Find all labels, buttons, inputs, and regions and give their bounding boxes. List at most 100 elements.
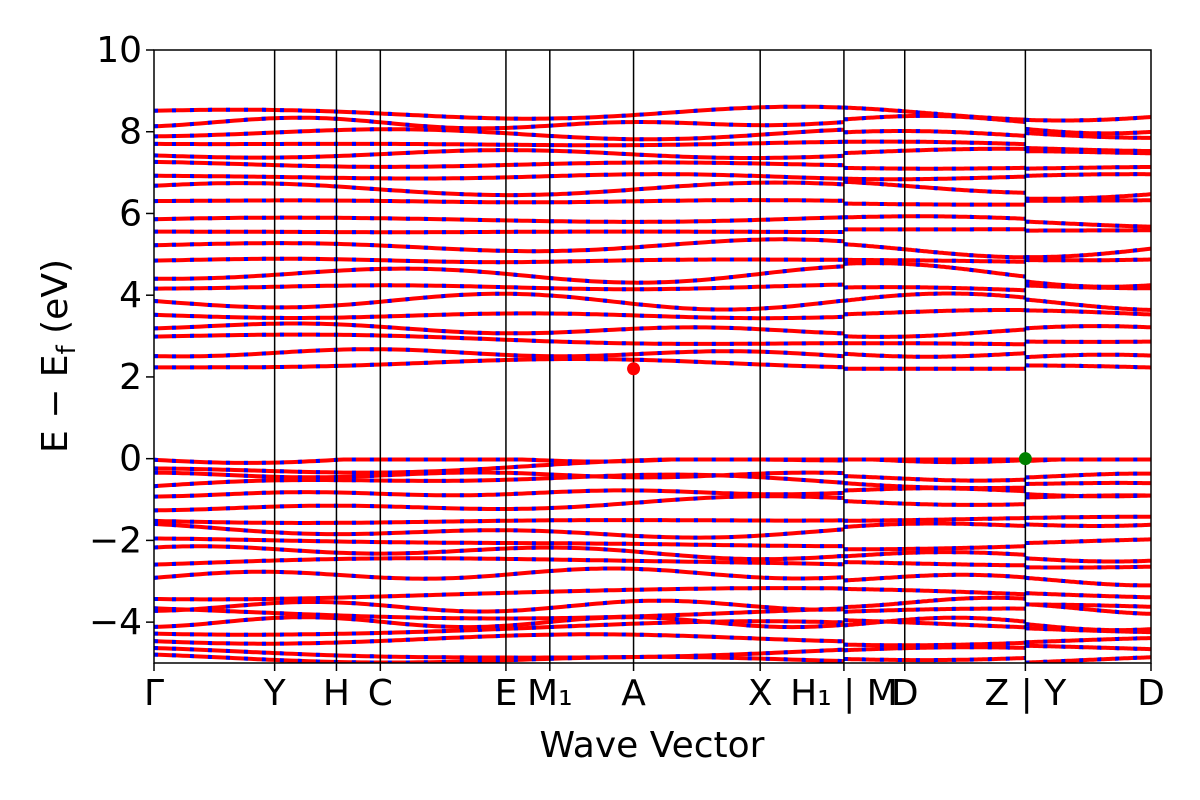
band-line-spin-down [154,632,844,646]
plot-frame [153,49,1152,664]
x-tick-label: D [1137,673,1165,714]
x-tick-label: Γ [144,673,164,714]
band-line-spin-down [1025,591,1151,600]
band-line-spin-down [1025,602,1151,616]
band-line-spin-down [154,544,845,562]
band-line-spin-down [154,646,844,660]
band-line-spin-down [843,165,1026,171]
x-axis-title: Wave Vector [540,725,765,766]
band-line-spin-down [154,180,845,198]
band-line-spin-down [843,499,1026,507]
band-line-spin-down [843,550,1026,559]
band-line-spin-down [1025,149,1151,156]
band-line-spin-down [1025,626,1151,635]
band-line-spin-down [1025,537,1151,546]
band-line-spin-down [1025,622,1151,633]
band-line-spin-down [843,587,1026,597]
y-tick-label: −4 [89,602,142,643]
band-line-spin-down [843,351,1026,359]
x-tick-label: M₁ [527,673,573,714]
band-line-spin-down [843,139,1026,147]
band-line-spin-down [154,457,844,475]
x-tick-label: Y [263,673,287,714]
cbm-marker [627,362,641,376]
band-line-spin-down [154,488,844,499]
band-line-spin-down [154,615,845,630]
band-line-spin-down [154,521,845,540]
band-line-spin-down [154,172,844,181]
band-line-spin-down [1025,492,1151,499]
band-line-spin-down [843,129,1026,138]
band-line-spin-down [843,285,1026,293]
band-line-spin-down [843,146,1026,156]
x-tick-label: D [891,673,919,714]
y-axis-title-sub: f [52,344,82,354]
band-line-spin-down [843,174,1026,182]
band-line-spin-down [1025,115,1151,123]
band-line-spin-down [843,521,1026,529]
x-tick-label: H [323,673,350,714]
band-line-spin-down [1025,480,1151,486]
band-line-spin-down [154,104,844,121]
band-line-spin-down [843,618,1026,630]
y-axis-title-main: E − E [35,354,76,453]
band-line-spin-down [1025,324,1151,331]
band-line-spin-down [1025,131,1151,140]
y-tick-label: 8 [119,112,142,153]
band-line-spin-down [154,556,844,567]
band-line-spin-down [843,645,1026,653]
band-line-spin-down [154,115,845,131]
band-line-spin-down [154,229,844,235]
band-line-spin-down [1025,146,1151,154]
band-line-spin-down [154,536,844,549]
band-line-spin-down [1025,575,1151,588]
y-tick-label: 0 [119,439,142,480]
band-line-spin-down [843,179,1026,195]
band-line-spin-down [154,470,844,480]
band-line-spin-down [843,640,1026,648]
band-line-spin-down [1025,352,1151,360]
y-axis-ticks: −4 −2 0 2 4 6 8 10 [89,30,154,643]
y-tick-label: −2 [89,520,142,561]
band-line-spin-down [1025,564,1151,570]
band-line-spin-down [1025,522,1151,528]
band-line-spin-down [1025,165,1151,171]
band-line-spin-down [843,105,1026,122]
band-line-spin-down [154,332,844,346]
band-line-spin-down [843,474,1026,483]
band-line-spin-down [154,566,844,581]
band-line-spin-down [843,341,1026,347]
band-line-spin-down [1025,283,1151,291]
band-line-spin-down [154,148,845,160]
band-line-spin-down [843,327,1026,339]
band-line-spin-down [154,606,844,621]
band-line-spin-down [154,652,844,663]
band-line-spin-down [154,518,844,525]
band-line-spin-down [843,560,1026,568]
band-line-spin-down [154,321,844,336]
band-line-spin-down [1025,556,1151,564]
band-line-spin-down [1025,636,1151,645]
band-line-spin-down [154,347,845,359]
band-line-spin-down [154,127,844,142]
x-tick-label: E [495,673,518,714]
bands-group [154,104,1151,663]
x-tick-label: Z | Y [985,673,1068,714]
band-line-spin-down [1025,126,1151,136]
band-line-spin-down [843,481,1026,491]
band-line-spin-down [154,159,844,169]
x-tick-label: X [748,673,773,714]
band-line-spin-down [154,291,845,312]
band-line-spin-down [843,615,1026,628]
band-line-spin-down [154,237,845,254]
band-line-spin-down [843,572,1026,583]
band-line-spin-down [843,656,1026,663]
band-line-spin-down [154,282,844,292]
vbm-marker [1018,452,1032,466]
band-line-spin-down [1025,643,1151,652]
band-line-spin-down [154,256,844,265]
band-line-spin-down [154,311,844,321]
band-line-spin-down [843,113,1026,125]
